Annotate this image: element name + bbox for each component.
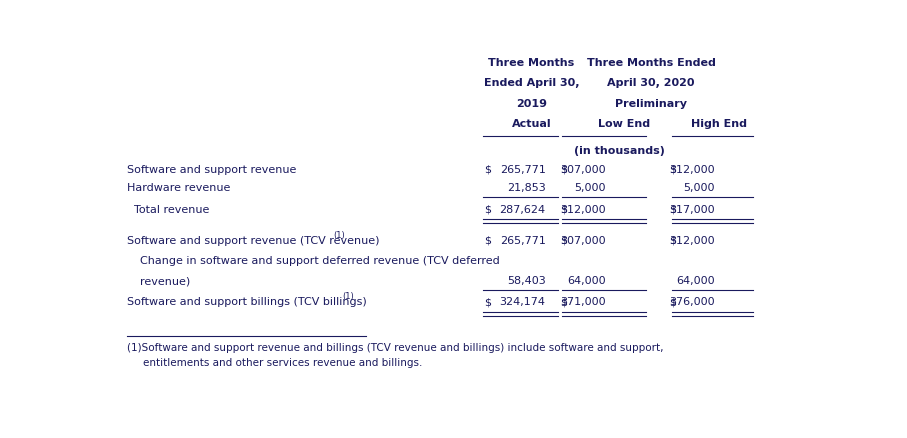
Text: 324,174: 324,174 [500,297,546,307]
Text: 371,000: 371,000 [560,297,606,307]
Text: $: $ [560,235,567,245]
Text: 58,403: 58,403 [507,276,546,286]
Text: (1): (1) [333,230,345,239]
Text: Low End: Low End [598,119,649,129]
Text: 312,000: 312,000 [668,235,715,245]
Text: $: $ [484,204,492,214]
Text: April 30, 2020: April 30, 2020 [608,78,695,88]
Text: $: $ [668,297,676,307]
Text: 5,000: 5,000 [683,183,715,193]
Text: $: $ [560,204,567,214]
Text: (in thousands): (in thousands) [574,146,665,156]
Text: 5,000: 5,000 [574,183,606,193]
Text: entitlements and other services revenue and billings.: entitlements and other services revenue … [143,357,423,367]
Text: 376,000: 376,000 [668,297,715,307]
Text: Ended April 30,: Ended April 30, [483,78,580,88]
Text: 2019: 2019 [516,99,547,109]
Text: $: $ [668,235,676,245]
Text: Total revenue: Total revenue [127,204,210,214]
Text: 287,624: 287,624 [500,204,546,214]
Text: Software and support billings (TCV billings): Software and support billings (TCV billi… [127,297,371,307]
Text: $: $ [484,235,492,245]
Text: Actual: Actual [512,119,551,129]
Text: Three Months: Three Months [489,58,575,68]
Text: 307,000: 307,000 [560,164,606,174]
Text: 21,853: 21,853 [507,183,546,193]
Text: High End: High End [691,119,747,129]
Text: Three Months Ended: Three Months Ended [587,58,716,68]
Text: 307,000: 307,000 [560,235,606,245]
Text: 312,000: 312,000 [668,164,715,174]
Text: 265,771: 265,771 [500,235,546,245]
Text: Preliminary: Preliminary [615,99,688,109]
Text: $: $ [484,164,492,174]
Text: 64,000: 64,000 [567,276,606,286]
Text: $: $ [560,164,567,174]
Text: Change in software and support deferred revenue (TCV deferred: Change in software and support deferred … [140,255,500,265]
Text: $: $ [560,297,567,307]
Text: 312,000: 312,000 [560,204,606,214]
Text: $: $ [484,297,492,307]
Text: 317,000: 317,000 [668,204,715,214]
Text: (1): (1) [343,291,355,300]
Text: revenue): revenue) [140,276,190,286]
Text: $: $ [668,204,676,214]
Text: Software and support revenue: Software and support revenue [127,164,297,174]
Text: $: $ [668,164,676,174]
Text: Software and support revenue (TCV revenue): Software and support revenue (TCV revenu… [127,235,384,245]
Text: (1)Software and support revenue and billings (TCV revenue and billings) include : (1)Software and support revenue and bill… [127,342,664,352]
Text: 265,771: 265,771 [500,164,546,174]
Text: 64,000: 64,000 [676,276,715,286]
Text: Hardware revenue: Hardware revenue [127,183,230,193]
